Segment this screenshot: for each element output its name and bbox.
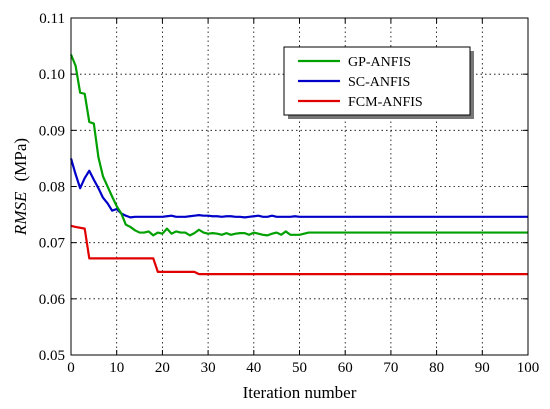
x-tick-label: 100	[517, 360, 540, 376]
series-line-sc-anfis	[69, 158, 528, 219]
y-tick-label: 0.11	[39, 11, 65, 27]
series-lines	[69, 54, 528, 276]
x-tick-label: 40	[246, 360, 261, 376]
series-line-fcm-anfis	[70, 224, 528, 276]
x-tick-label: 80	[429, 360, 444, 376]
x-tick-label: 70	[383, 360, 398, 376]
y-tick-label: 0.05	[39, 348, 65, 364]
x-tick-label: 10	[109, 360, 124, 376]
axis-ticks: 0 10 20 30 40 50 60 70 80 90 100 0.05 0.06 0.07 0.08 0.…	[39, 11, 540, 376]
legend-label-sc-anfis: SC-ANFIS	[348, 75, 410, 90]
y-tick-label: 0.07	[39, 236, 66, 252]
legend-label-fcm-anfis: FCM-ANFIS	[348, 95, 423, 110]
legend-items: GP-ANFIS SC-ANFIS FCM-ANFIS	[298, 55, 423, 110]
x-tick-label: 60	[338, 360, 353, 376]
y-tick-label: 0.06	[39, 292, 66, 308]
y-axis-label: RMSE (MPa)	[11, 138, 30, 236]
y-axis-label-unit: (MPa)	[11, 138, 30, 181]
x-tick-label: 0	[67, 360, 75, 376]
y-tick-label: 0.08	[39, 180, 65, 196]
x-axis-label: Iteration number	[243, 383, 357, 402]
legend: GP-ANFIS SC-ANFIS FCM-ANFIS	[283, 46, 474, 119]
y-axis-label-metric: RMSE	[11, 191, 30, 236]
y-tick-label: 0.10	[39, 67, 65, 83]
x-tick-label: 50	[292, 360, 307, 376]
x-tick-label: 20	[155, 360, 170, 376]
x-tick-label: 90	[475, 360, 490, 376]
x-tick-label: 30	[201, 360, 216, 376]
series-line-gp-anfis	[69, 54, 528, 237]
legend-label-gp-anfis: GP-ANFIS	[348, 55, 411, 70]
y-tick-label: 0.09	[39, 123, 65, 139]
